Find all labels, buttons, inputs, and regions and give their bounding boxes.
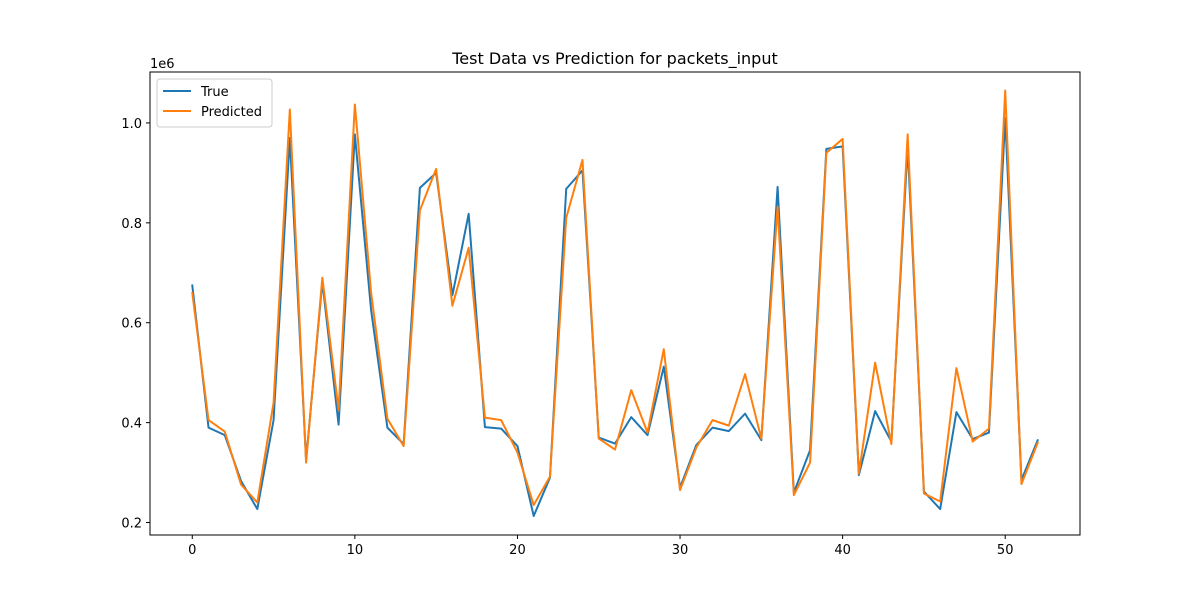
x-tick-label: 20 xyxy=(509,543,526,558)
y-tick-label: 0.4 xyxy=(121,417,142,432)
y-tick-label: 0.8 xyxy=(121,217,142,232)
y-tick-label: 1.0 xyxy=(121,117,142,132)
legend: True Predicted xyxy=(156,78,273,128)
plot-lines xyxy=(191,89,1039,518)
series-line-predicted xyxy=(191,89,1039,507)
x-tick-label: 30 xyxy=(672,543,689,558)
y-axis: 0.2 0.4 0.6 0.8 1.0 xyxy=(121,117,150,532)
legend-true-label: True xyxy=(200,85,229,100)
chart-title: Test Data vs Prediction for packets_inpu… xyxy=(451,49,778,69)
y-tick-label: 0.2 xyxy=(121,517,142,532)
x-tick-label: 0 xyxy=(188,543,196,558)
x-tick-label: 40 xyxy=(834,543,851,558)
y-tick-label: 0.6 xyxy=(121,317,142,332)
y-offset-label: 1e6 xyxy=(150,57,175,72)
x-tick-label: 50 xyxy=(997,543,1014,558)
x-tick-label: 10 xyxy=(347,543,364,558)
plot-frame xyxy=(149,71,1081,536)
legend-predicted-label: Predicted xyxy=(201,105,262,120)
x-axis: 0 10 20 30 40 50 xyxy=(188,535,1013,558)
